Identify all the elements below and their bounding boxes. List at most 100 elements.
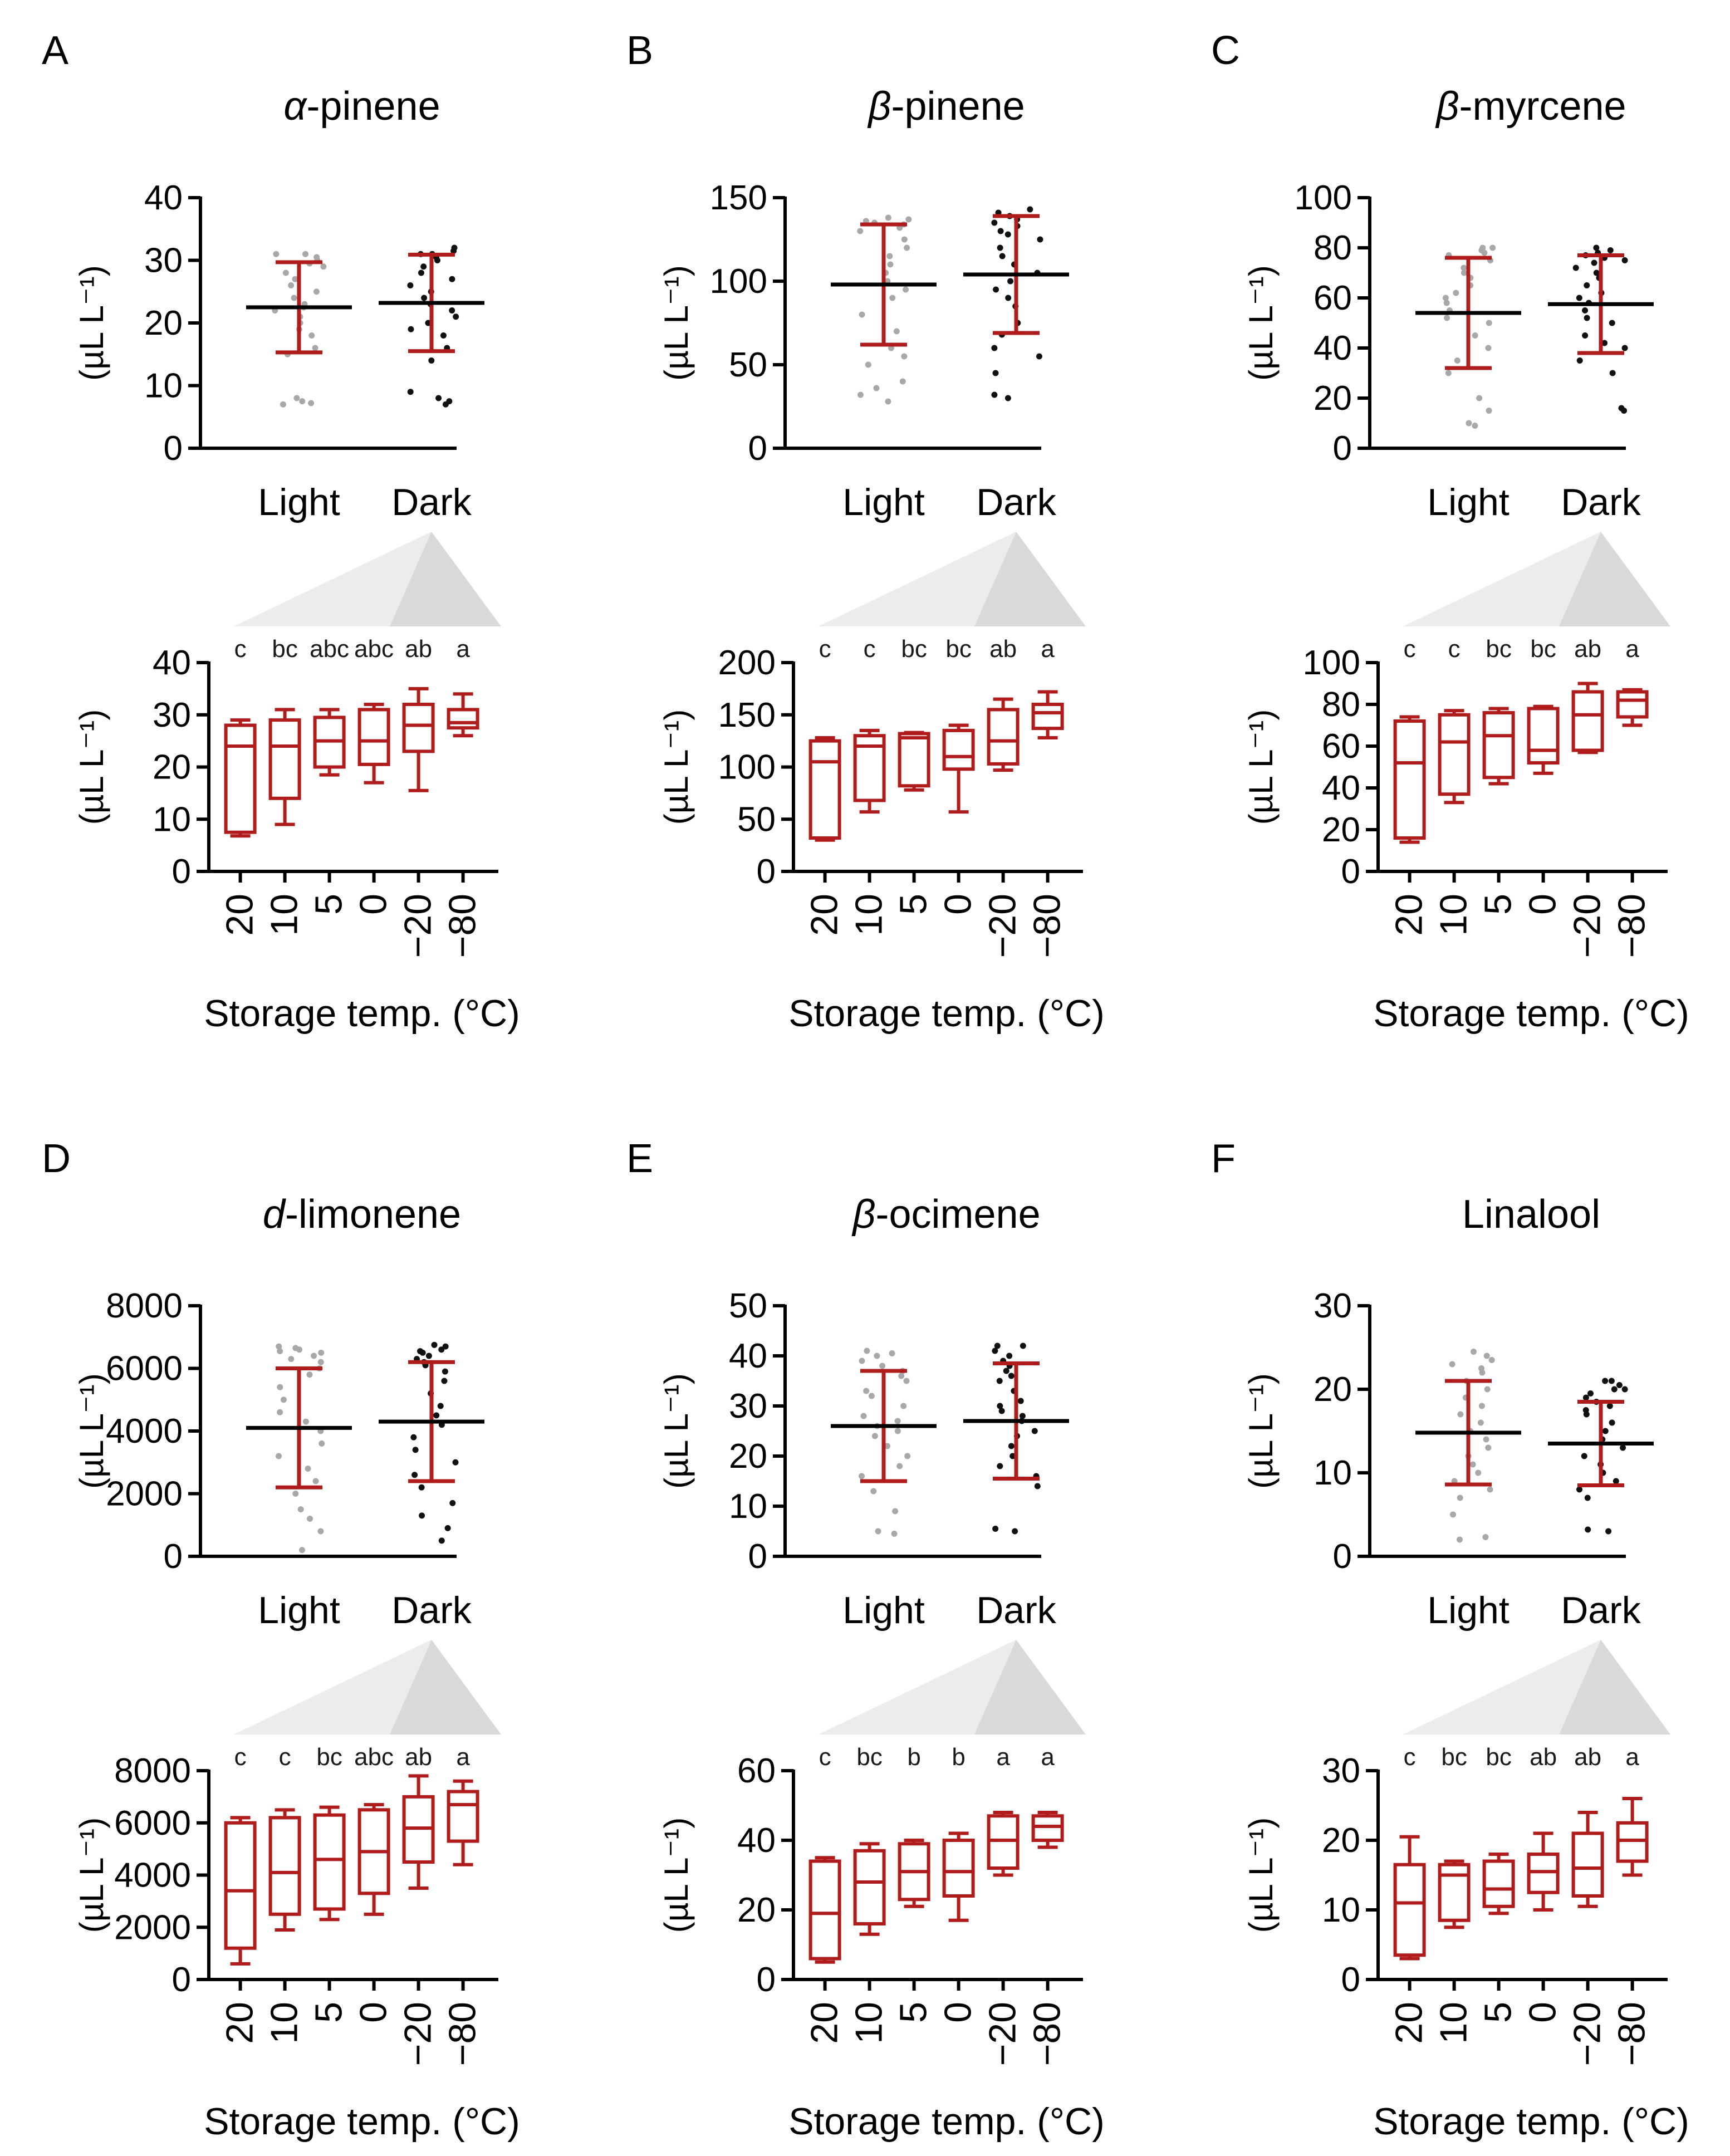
data-point-dark xyxy=(1576,1486,1583,1493)
data-point-light xyxy=(299,398,306,405)
box-body xyxy=(357,708,390,766)
x-tick-label: 10 xyxy=(263,2002,306,2044)
data-point-light xyxy=(308,400,315,406)
significance-letter: bc xyxy=(316,1743,342,1771)
top-category-label: Light xyxy=(1427,481,1510,523)
data-point-light xyxy=(277,1409,283,1415)
data-point-dark xyxy=(442,1343,449,1350)
box-0: c 20 xyxy=(803,635,846,936)
top-y-tick-label: 100 xyxy=(710,262,767,301)
box-2: bc 5 xyxy=(1477,635,1520,915)
data-point-dark xyxy=(1602,1378,1609,1384)
box-body xyxy=(808,1859,841,1961)
top-y-axis-label: (µL L⁻¹) xyxy=(73,1373,110,1488)
bottom-y-tick-label: 8000 xyxy=(114,1752,191,1790)
x-tick-label: 10 xyxy=(1433,894,1475,936)
bottom-y-tick-label: 10 xyxy=(153,800,191,839)
bottom-y-axis-label: (µL L⁻¹) xyxy=(1242,709,1280,825)
title-suffix: -myrcene xyxy=(1459,84,1626,129)
significance-letter: b xyxy=(907,1743,920,1771)
box-3: bc 0 xyxy=(937,635,979,915)
data-point-dark xyxy=(407,389,414,395)
top-y-tick-label: 0 xyxy=(748,429,767,468)
title-suffix: -pinene xyxy=(306,84,440,129)
significance-letter: bc xyxy=(1441,1743,1467,1771)
x-tick-label: −20 xyxy=(397,2002,439,2066)
data-point-light xyxy=(884,1443,890,1449)
data-point-dark xyxy=(1593,270,1600,276)
data-point-dark xyxy=(1609,370,1616,376)
top-y-tick-label: 60 xyxy=(1314,279,1352,317)
significance-letter: a xyxy=(1041,1743,1055,1771)
x-tick-label: −80 xyxy=(442,894,484,958)
x-tick-label: 20 xyxy=(803,894,846,936)
top-chart: 0 10 20 30 (µL L⁻¹) Light Dark xyxy=(1242,1287,1654,1631)
box-5: a −80 xyxy=(442,1743,484,2066)
x-tick-label: 20 xyxy=(1388,2002,1430,2044)
bottom-y-axis-label: (µL L⁻¹) xyxy=(658,709,695,825)
data-point-dark xyxy=(1009,1453,1016,1459)
data-point-dark xyxy=(1585,1526,1591,1533)
box-body xyxy=(447,1790,479,1843)
data-point-dark xyxy=(412,1447,419,1453)
title-italic-prefix: d xyxy=(263,1192,286,1237)
box-body xyxy=(224,1821,257,1950)
top-y-tick-label: 100 xyxy=(1295,179,1352,217)
box-4: a −20 xyxy=(982,1743,1024,2066)
data-point-light xyxy=(896,1463,903,1469)
data-point-dark xyxy=(1621,1386,1628,1393)
panel-title: β-ocimene xyxy=(851,1192,1040,1237)
data-point-light xyxy=(901,236,908,243)
bottom-y-tick-label: 20 xyxy=(1322,1821,1360,1860)
data-point-light xyxy=(317,1359,324,1365)
data-point-dark xyxy=(1004,231,1011,238)
data-point-light xyxy=(282,270,289,276)
data-point-dark xyxy=(1611,1386,1618,1393)
top-y-axis-label: (µL L⁻¹) xyxy=(73,265,110,380)
panel-letter: A xyxy=(42,28,68,73)
data-point-light xyxy=(320,263,327,270)
top-y-tick-label: 20 xyxy=(1314,379,1352,418)
data-point-light xyxy=(1475,1469,1482,1476)
box-body xyxy=(1438,713,1471,796)
title-italic-prefix: β xyxy=(1435,84,1459,129)
data-point-dark xyxy=(408,326,414,332)
data-point-light xyxy=(1461,270,1467,276)
box-body xyxy=(1571,690,1604,752)
top-y-tick-label: 40 xyxy=(1314,329,1352,367)
x-tick-label: 0 xyxy=(937,2002,979,2023)
data-point-light xyxy=(273,251,280,257)
data-point-dark xyxy=(993,286,999,293)
data-point-dark xyxy=(433,1412,440,1419)
x-tick-label: 0 xyxy=(352,2002,395,2023)
bottom-y-tick-label: 40 xyxy=(1322,769,1360,807)
data-point-light xyxy=(1486,320,1492,326)
box-body xyxy=(268,1816,301,1916)
bottom-x-axis-label: Storage temp. (°C) xyxy=(204,2100,520,2143)
box-body xyxy=(1527,707,1560,765)
data-point-dark xyxy=(1609,1419,1615,1426)
data-point-light xyxy=(1477,1419,1484,1426)
x-tick-label: 5 xyxy=(893,2002,935,2023)
data-point-light xyxy=(891,1531,898,1537)
data-point-light xyxy=(312,1478,319,1484)
data-point-dark xyxy=(1003,1368,1009,1374)
box-body xyxy=(987,708,1020,766)
data-point-dark xyxy=(1008,1373,1015,1379)
data-point-light xyxy=(1486,408,1492,414)
data-point-light xyxy=(302,1418,309,1425)
x-tick-label: 5 xyxy=(308,2002,350,2023)
data-point-light xyxy=(901,353,908,360)
data-point-light xyxy=(894,1428,901,1434)
significance-letter: c xyxy=(1448,635,1461,663)
top-y-tick-label: 4000 xyxy=(106,1412,183,1451)
data-point-dark xyxy=(1007,278,1014,285)
bottom-x-axis-label: Storage temp. (°C) xyxy=(788,2100,1105,2143)
data-point-light xyxy=(905,216,912,223)
box-4: ab −20 xyxy=(1566,635,1609,958)
bottom-y-tick-label: 50 xyxy=(737,800,776,839)
box-1: c 10 xyxy=(263,1743,306,2044)
data-point-dark xyxy=(435,395,442,401)
